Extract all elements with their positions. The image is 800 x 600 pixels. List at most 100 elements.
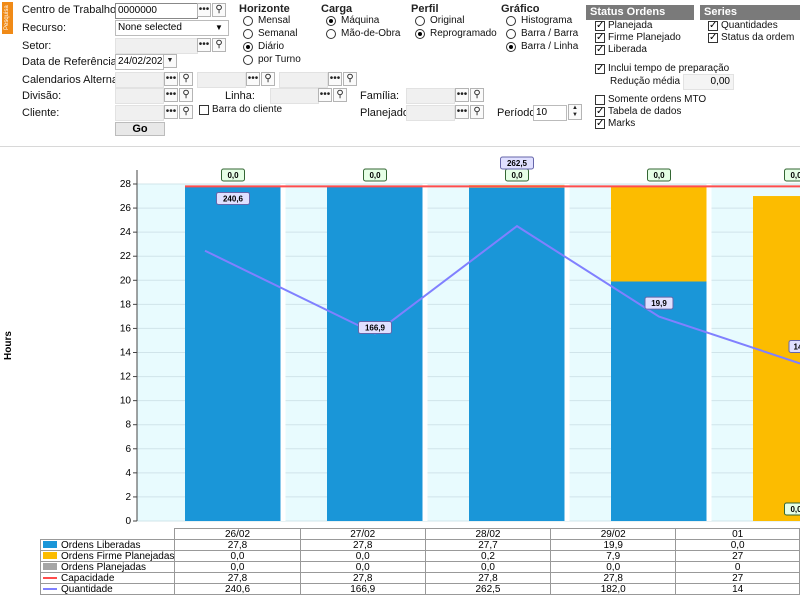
table-cell: 0,0 [424, 561, 552, 573]
table-cell: 0,0 [174, 561, 301, 573]
cliente-search-icon[interactable]: ⚲ [179, 105, 193, 119]
table-header-date: 28/02 [424, 528, 552, 540]
setor-search-icon[interactable]: ⚲ [212, 38, 226, 52]
y-tick-label: 6 [125, 444, 131, 455]
divisao-ellipsis-icon[interactable]: ••• [164, 88, 178, 102]
somente-mto-checkbox[interactable] [595, 95, 605, 105]
y-tick-label: 24 [120, 227, 132, 238]
periodos-input[interactable]: 10 [533, 105, 567, 121]
perfil-radio-1[interactable] [415, 29, 425, 39]
inclui-preparacao-label: Inclui tempo de preparação [608, 63, 730, 74]
carga-radio-1[interactable] [326, 29, 336, 39]
status_ordens-checkbox[interactable]: ✓ [595, 20, 605, 31]
table-row: Ordens Firme Planejadas 0,0 0,0 0,2 7,9 27 [39, 550, 800, 562]
cliente-ellipsis-icon[interactable]: ••• [164, 105, 178, 119]
centro-ellipsis-icon[interactable]: ••• [197, 3, 211, 17]
table-cell: 27,8 [174, 572, 301, 584]
y-tick-label: 4 [125, 468, 131, 479]
grafico-radio-0[interactable] [506, 16, 516, 26]
planejador-input[interactable] [406, 105, 455, 121]
linha-search-icon[interactable]: ⚲ [333, 88, 347, 102]
tabela-dados-checkbox[interactable]: ✓ [595, 106, 605, 117]
firme-mark-label: 0,0 [790, 505, 800, 514]
horizonte-radio-1[interactable] [243, 29, 253, 39]
series_panel-checkbox[interactable]: ✓ [708, 32, 718, 43]
setor-input[interactable] [115, 38, 198, 54]
table-legend-cell: Capacidade [39, 572, 176, 584]
table-legend-cell: Quantidade [39, 583, 176, 595]
familia-label: Família: [360, 90, 400, 102]
planejador-search-icon[interactable]: ⚲ [470, 105, 484, 119]
table-row: Quantidade 240,6 166,9 262,5 182,0 14 [39, 583, 800, 595]
table-cell: 27,7 [424, 539, 552, 551]
familia-input[interactable] [406, 88, 455, 104]
setor-ellipsis-icon[interactable]: ••• [197, 38, 211, 52]
reducao-media-input[interactable]: 0,00 [683, 74, 734, 90]
familia-search-icon[interactable]: ⚲ [470, 88, 484, 102]
planejador-ellipsis-icon[interactable]: ••• [455, 105, 469, 119]
data-referencia-input[interactable]: 24/02/2024 [115, 54, 164, 70]
divisao-search-icon[interactable]: ⚲ [179, 88, 193, 102]
status_ordens-checkbox[interactable]: ✓ [595, 32, 605, 43]
calendario-input-1[interactable] [115, 72, 164, 88]
somente-mto-label: Somente ordens MTO [608, 94, 707, 105]
horizonte-option-label: por Turno [258, 54, 301, 65]
status_ordens-checkbox[interactable]: ✓ [595, 44, 605, 55]
calendario-2-search-icon[interactable]: ⚲ [261, 72, 275, 86]
y-tick-label: 26 [120, 203, 132, 214]
search-side-tab[interactable]: Pesquisa [2, 2, 13, 34]
inclui-preparacao-checkbox[interactable]: ✓ [595, 63, 605, 74]
capacity-mark-label: 0,0 [227, 171, 239, 180]
calendario-1-search-icon[interactable]: ⚲ [179, 72, 193, 86]
cliente-input[interactable] [115, 105, 164, 121]
calendario-2-ellipsis-icon[interactable]: ••• [246, 72, 260, 86]
grafico-option-label: Barra / Linha [521, 41, 579, 52]
linha-ellipsis-icon[interactable]: ••• [318, 88, 332, 102]
barra-cliente-checkbox[interactable] [199, 105, 209, 115]
table-cell: 262,5 [424, 583, 552, 595]
centro-search-icon[interactable]: ⚲ [212, 3, 226, 17]
horizonte-radio-0[interactable] [243, 16, 253, 26]
linha-input[interactable] [270, 88, 319, 104]
table-legend-cell: Ordens Firme Planejadas [39, 550, 176, 562]
calendario-1-ellipsis-icon[interactable]: ••• [164, 72, 178, 86]
table-cell: 0,0 [174, 550, 301, 562]
y-tick-label: 22 [120, 251, 132, 262]
horizonte-option-label: Diário [258, 41, 285, 52]
familia-ellipsis-icon[interactable]: ••• [455, 88, 469, 102]
data-chevron-down-icon[interactable]: ▼ [163, 54, 177, 68]
divisao-input[interactable] [115, 88, 164, 104]
go-button[interactable]: Go [115, 122, 165, 136]
quantidade-mark-label-box [500, 156, 534, 170]
calendario-input-2[interactable] [197, 72, 246, 88]
section-divider [0, 146, 800, 147]
y-tick-label: 18 [120, 299, 132, 310]
recurso-select[interactable]: None selected [115, 20, 229, 36]
series_panel-checkbox[interactable]: ✓ [708, 20, 718, 31]
tabela-dados-label: Tabela de dados [608, 106, 682, 117]
calendario-3-ellipsis-icon[interactable]: ••• [328, 72, 342, 86]
perfil-radio-0[interactable] [415, 16, 425, 26]
calendario-input-3[interactable] [279, 72, 328, 88]
horizonte-radio-2[interactable] [243, 42, 253, 52]
y-tick-label: 14 [120, 348, 132, 359]
table-cell: 0,0 [550, 561, 677, 573]
legend-swatch [43, 576, 57, 579]
table-cell: 0,0 [675, 539, 800, 551]
calendario-3-search-icon[interactable]: ⚲ [343, 72, 357, 86]
legend-swatch [43, 587, 57, 590]
quantidade-mark-label: 240,6 [223, 194, 244, 203]
periodos-spinner-arrows-icon[interactable]: ▲ ▼ [568, 104, 582, 120]
grafico-radio-2[interactable] [506, 42, 516, 52]
table-cell: 0,0 [299, 550, 426, 562]
bar-ordens-liberadas [327, 186, 423, 521]
perfil-title: Perfil [411, 3, 439, 15]
table-corner [41, 529, 175, 540]
quantidade-mark-label: 14 [794, 342, 800, 351]
grafico-radio-1[interactable] [506, 29, 516, 39]
carga-radio-0[interactable] [326, 16, 336, 26]
horizonte-radio-3[interactable] [243, 55, 253, 65]
marks-checkbox[interactable]: ✓ [595, 118, 605, 129]
centro-input[interactable]: 0000000 [115, 3, 198, 19]
bar-ordens-firme-planejadas [753, 196, 800, 521]
